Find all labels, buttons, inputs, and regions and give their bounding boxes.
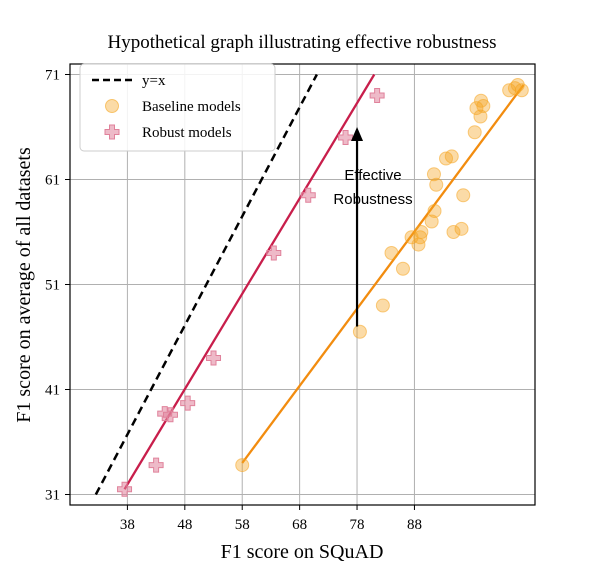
robust-point bbox=[206, 350, 222, 366]
baseline-point bbox=[395, 261, 410, 276]
baseline-point bbox=[424, 214, 439, 229]
x-tick-label: 78 bbox=[350, 517, 365, 533]
x-axis-label: F1 score on SQuAD bbox=[221, 541, 384, 563]
y-tick-label: 61 bbox=[45, 173, 60, 189]
baseline-point bbox=[426, 167, 441, 182]
y-axis-label: F1 score on average of all datasets bbox=[13, 147, 35, 423]
y-tick-label: 51 bbox=[45, 278, 60, 294]
effective-robustness-annotation: Effective Robustness bbox=[333, 127, 413, 327]
robust-point bbox=[180, 395, 196, 411]
baseline-point bbox=[384, 246, 399, 260]
chart-title: Hypothetical graph illustrating effectiv… bbox=[107, 32, 496, 53]
y-tick-label: 41 bbox=[45, 383, 60, 399]
baseline-point bbox=[444, 149, 459, 164]
legend-label-baseline: Baseline models bbox=[142, 99, 241, 115]
robust-point bbox=[117, 481, 133, 497]
robust-point bbox=[300, 187, 316, 203]
x-tick-label: 48 bbox=[177, 517, 192, 533]
y-tick-label: 71 bbox=[45, 68, 60, 84]
annotation-line-1: Effective bbox=[344, 167, 401, 184]
y-tick-label: 31 bbox=[45, 488, 60, 504]
legend-robust-swatch bbox=[104, 124, 120, 140]
axis-ticks: 38 48 58 68 78 88 31 41 51 61 71 bbox=[45, 68, 422, 534]
robust-point bbox=[162, 407, 178, 423]
baseline-point bbox=[235, 458, 250, 473]
x-tick-label: 88 bbox=[407, 517, 422, 533]
legend-label-robust: Robust models bbox=[142, 125, 232, 141]
baseline-point bbox=[514, 83, 529, 98]
robust-point bbox=[369, 88, 385, 103]
baseline-point bbox=[411, 237, 426, 252]
baseline-point bbox=[427, 204, 442, 218]
baseline-point bbox=[375, 298, 390, 313]
baseline-point bbox=[414, 225, 429, 239]
baseline-fit-line bbox=[241, 84, 525, 464]
baseline-point bbox=[429, 177, 444, 192]
legend-baseline-swatch bbox=[105, 99, 119, 113]
robust-point bbox=[148, 457, 164, 473]
baseline-point bbox=[456, 188, 471, 203]
baseline-point bbox=[454, 221, 469, 236]
baseline-point bbox=[469, 101, 484, 116]
legend-label-yx: y=x bbox=[142, 73, 166, 89]
reference-line-yx bbox=[94, 73, 318, 496]
annotation-line-2: Robustness bbox=[333, 191, 412, 208]
data-points bbox=[117, 78, 529, 497]
robust-point bbox=[266, 245, 282, 261]
baseline-point bbox=[446, 225, 461, 239]
baseline-point bbox=[473, 109, 488, 124]
x-tick-label: 38 bbox=[120, 517, 135, 533]
x-tick-label: 58 bbox=[235, 517, 250, 533]
x-tick-label: 68 bbox=[292, 517, 307, 533]
legend: y=x Baseline models Robust models bbox=[79, 63, 276, 152]
baseline-point bbox=[467, 125, 482, 140]
legend-box bbox=[79, 63, 276, 152]
robust-point bbox=[338, 130, 354, 145]
baseline-point bbox=[352, 324, 367, 339]
effective-robustness-arrow-head bbox=[351, 127, 364, 141]
